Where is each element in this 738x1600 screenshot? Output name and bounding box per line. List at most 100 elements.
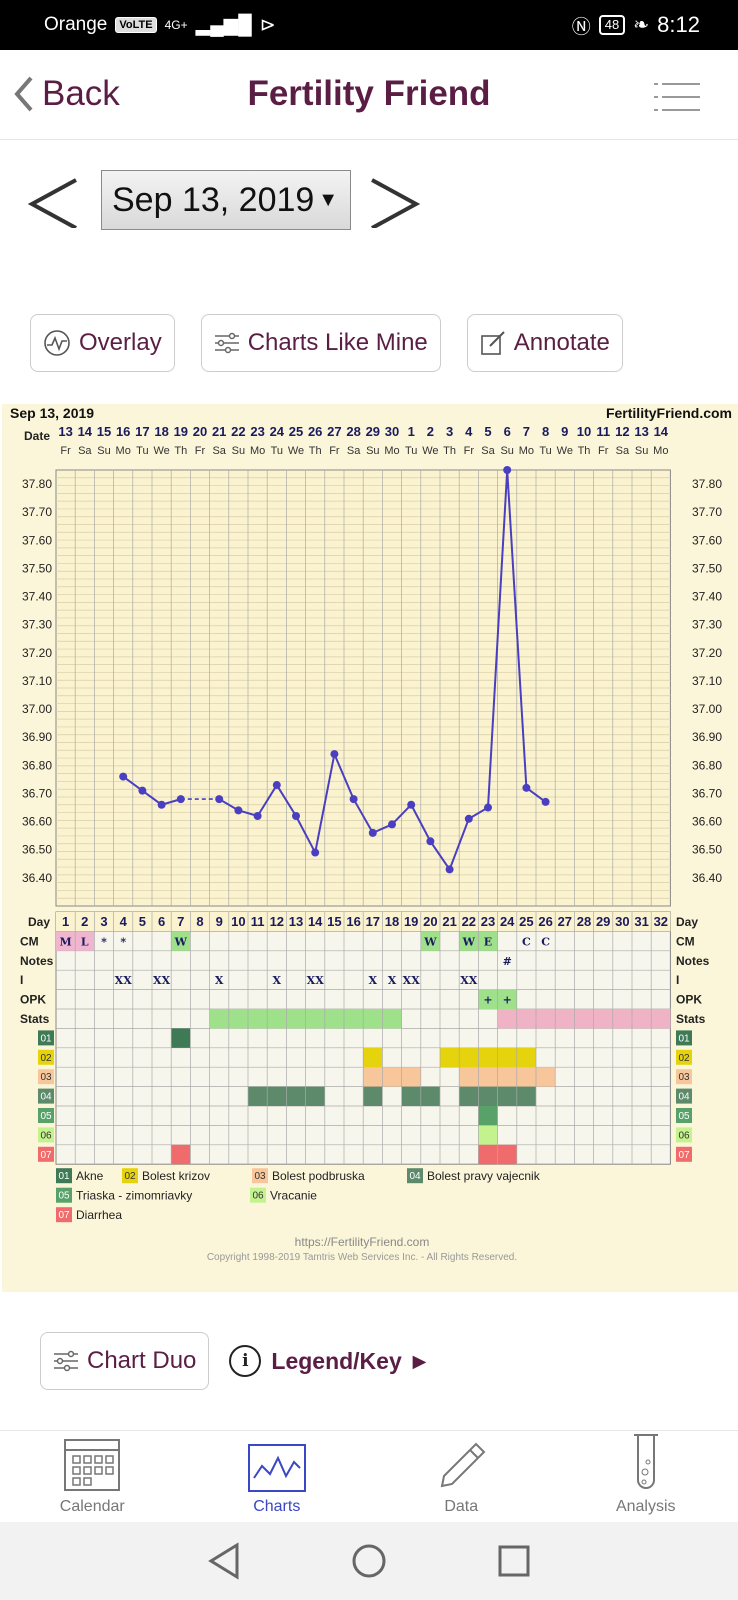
y-tick-label-right: 37.60 [692, 533, 722, 547]
y-tick-label-right: 37.10 [692, 674, 722, 688]
table-cell-fill [478, 1144, 498, 1165]
weekday-tick-label: Th [443, 445, 456, 457]
date-tick-label: 28 [346, 424, 360, 439]
footer-url: https://FertilityFriend.com [295, 1235, 430, 1249]
clock: 8:12 [657, 12, 700, 37]
legend-swatch [122, 1168, 138, 1184]
y-tick-label-left: 36.80 [22, 758, 52, 772]
chart-date-label: Sep 13, 2019 [10, 405, 94, 421]
y-tick-label-left: 37.70 [22, 505, 52, 519]
next-chart-button[interactable] [368, 174, 422, 228]
fertility-chart[interactable]: Sep 13, 2019 FertilityFriend.com Date 13 Fr 1… [2, 404, 738, 1292]
row-label: Notes [20, 954, 54, 968]
nav-back-icon[interactable] [207, 1542, 241, 1580]
table-cell-fill [459, 931, 479, 951]
weekday-tick-label: We [422, 445, 438, 457]
y-tick-label-left: 37.30 [22, 618, 52, 632]
date-tick-label: 29 [366, 424, 380, 439]
y-tick-label-right: 36.40 [692, 871, 722, 885]
date-tick-label: 16 [116, 424, 130, 439]
date-tick-label: 7 [523, 424, 530, 439]
temperature-point [541, 797, 550, 806]
back-label: Back [42, 74, 120, 113]
symptom-code-left-swatch [38, 1088, 54, 1104]
date-tick-label: 10 [577, 424, 591, 439]
weekday-tick-label: Mo [519, 445, 534, 457]
date-tick-label: 12 [615, 424, 629, 439]
chart-duo-button[interactable]: Chart Duo [40, 1332, 210, 1390]
status-bar: Orange VoLTE 4G+ ▂▄▆█ ⊳ Ⓝ 48 ❧ 8:12 [0, 0, 738, 50]
weekday-tick-label: We [153, 445, 169, 457]
date-select[interactable]: Sep 13, 2019 ▼ [101, 170, 351, 230]
table-cell-text: X [369, 974, 378, 987]
temperature-line [218, 469, 547, 872]
date-tick-label: 1 [408, 424, 415, 439]
table-cell-fill [536, 1009, 556, 1029]
table-cell-fill [516, 1009, 536, 1029]
row-label-right: Stats [676, 1012, 706, 1026]
table-cell-text: W [174, 935, 188, 948]
nav-recents-icon[interactable] [497, 1544, 531, 1578]
leaf-icon: ❧ [633, 14, 650, 36]
weekday-tick-label: Th [309, 445, 322, 457]
date-tick-label: 13 [58, 424, 72, 439]
y-tick-label-left: 36.60 [22, 815, 52, 829]
temperature-point [349, 795, 358, 804]
tab-charts[interactable]: Charts [185, 1431, 370, 1522]
overlay-label: Overlay [79, 329, 162, 356]
chevron-left-icon [14, 76, 33, 112]
table-cell-text: W [462, 935, 476, 948]
table-cell-text: C [541, 935, 550, 948]
system-nav-bar [0, 1522, 738, 1600]
day-number: 8 [196, 914, 203, 929]
chart-duo-label: Chart Duo [87, 1347, 197, 1374]
day-number: 23 [481, 914, 495, 929]
legend-swatch [252, 1168, 268, 1184]
y-tick-label-right: 37.70 [692, 505, 722, 519]
annotate-button[interactable]: Annotate [466, 314, 623, 372]
weekday-tick-label: Th [174, 445, 187, 457]
legend-key-link[interactable]: i Legend/Key ► [229, 1345, 431, 1377]
table-cell-fill [593, 1009, 613, 1029]
symptom-code-right: 05 [678, 1111, 690, 1122]
tab-data[interactable]: Data [369, 1431, 554, 1522]
symptom-code-right-swatch [676, 1069, 692, 1085]
selected-date: Sep 13, 2019 [112, 180, 315, 219]
date-tick-label: 20 [193, 424, 207, 439]
date-row-label: Date [24, 429, 50, 443]
date-tick-label: 25 [289, 424, 303, 439]
previous-chart-button[interactable] [28, 174, 82, 228]
legend-label: Akne [76, 1169, 104, 1183]
table-cell-fill [497, 1144, 517, 1165]
weekday-tick-label: Mo [250, 445, 265, 457]
tab-charts-label: Charts [253, 1498, 301, 1515]
legend-swatch [56, 1187, 72, 1203]
menu-icon[interactable] [654, 82, 700, 112]
legend-label: Vracanie [270, 1189, 317, 1203]
signal-icon: ▂▄▆█ [195, 14, 252, 36]
back-button[interactable]: Back [14, 74, 120, 114]
temperature-point [157, 800, 166, 809]
symptom-code-left: 05 [40, 1111, 52, 1122]
day-number: 16 [346, 914, 360, 929]
row-label-right: CM [676, 934, 695, 948]
legend-code: 03 [254, 1171, 266, 1182]
weekday-tick-label: Su [500, 445, 513, 457]
date-tick-label: 23 [250, 424, 264, 439]
tab-calendar[interactable]: Calendar [0, 1431, 185, 1522]
pencil-icon [440, 1442, 486, 1488]
overlay-button[interactable]: Overlay [30, 314, 175, 372]
y-tick-label-right: 36.70 [692, 786, 722, 800]
table-cell-fill [478, 1047, 498, 1068]
charts-like-mine-button[interactable]: Charts Like Mine [200, 314, 441, 372]
legend-code: 05 [58, 1191, 70, 1202]
legend-swatch [56, 1207, 72, 1223]
nav-home-icon[interactable] [351, 1543, 387, 1579]
tab-analysis[interactable]: Analysis [554, 1431, 738, 1522]
day-number: 1 [62, 914, 69, 929]
table-cell-text: W [423, 935, 437, 948]
day-number: 22 [462, 914, 476, 929]
date-tick-label: 2 [427, 424, 434, 439]
table-cell-text: M [60, 935, 72, 948]
y-tick-label-right: 37.80 [692, 477, 722, 491]
